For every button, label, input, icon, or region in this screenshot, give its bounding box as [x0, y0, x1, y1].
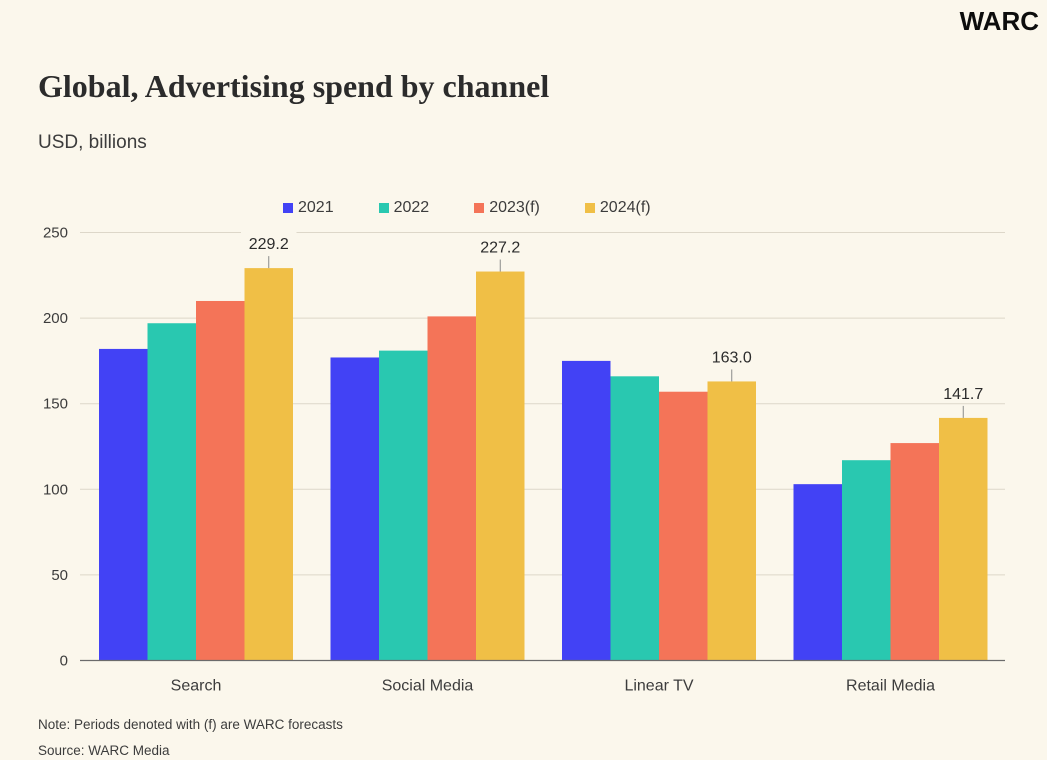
svg-text:Retail Media: Retail Media [846, 678, 935, 695]
svg-text:Search: Search [171, 678, 222, 695]
svg-text:150: 150 [43, 396, 68, 413]
svg-text:141.7: 141.7 [943, 386, 983, 403]
svg-text:229.2: 229.2 [249, 236, 289, 253]
svg-text:0: 0 [60, 653, 68, 670]
svg-text:163.0: 163.0 [712, 349, 752, 366]
svg-text:227.2: 227.2 [480, 240, 520, 257]
svg-text:250: 250 [43, 225, 68, 242]
svg-text:200: 200 [43, 310, 68, 327]
svg-text:Linear TV: Linear TV [624, 678, 693, 695]
svg-text:100: 100 [43, 481, 68, 498]
svg-text:Social Media: Social Media [382, 678, 474, 695]
svg-text:50: 50 [51, 567, 68, 584]
